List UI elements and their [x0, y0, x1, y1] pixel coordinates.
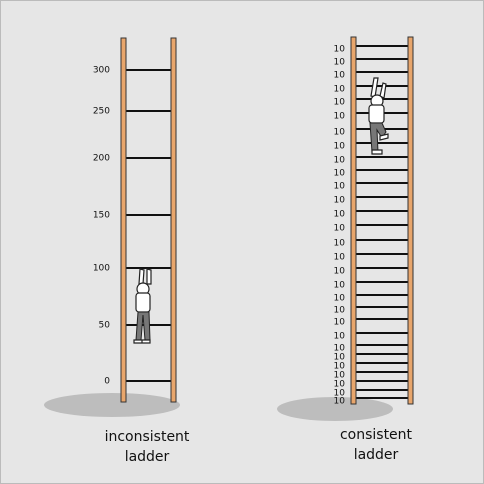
rung-label: 10	[334, 182, 346, 192]
rung-label: 10	[334, 210, 346, 220]
rung-label: 0	[104, 377, 110, 387]
rail	[120, 37, 127, 403]
caption: consistent	[340, 427, 413, 443]
rung-label: 10	[334, 196, 346, 206]
rung-label: 10	[334, 58, 346, 68]
rung-label: 10	[334, 253, 346, 263]
rung-label: 10	[334, 142, 346, 152]
rung-label: 10	[334, 128, 346, 138]
rung-label: 10	[334, 353, 346, 363]
rung-label: 10	[334, 371, 346, 381]
caption: ladder	[125, 449, 170, 465]
rung-label: 100	[93, 264, 110, 274]
rung-label: 300	[93, 66, 110, 76]
rail	[350, 36, 357, 405]
rung-label: 10	[334, 389, 346, 399]
rung-label: 10	[334, 318, 346, 328]
rung-label: 200	[93, 154, 110, 164]
rung-label: 250	[93, 107, 110, 117]
rung-label: 10	[334, 156, 346, 166]
rung-label: 10	[334, 45, 346, 55]
rung-label: 10	[334, 397, 346, 407]
rung-label: 10	[334, 267, 346, 277]
rail	[407, 36, 414, 405]
rung-label: 10	[334, 281, 346, 291]
rung-label: 10	[334, 332, 346, 342]
rung-label: 10	[334, 380, 346, 390]
caption: ladder	[354, 447, 399, 463]
rung-label: 10	[334, 98, 346, 108]
caption: inconsistent	[105, 429, 190, 445]
climbing-person	[368, 77, 389, 155]
rung-label: 10	[334, 239, 346, 249]
rung-label: 10	[334, 344, 346, 354]
rung-label: 10	[334, 71, 346, 81]
rung-label: 10	[334, 85, 346, 95]
hanging-person	[133, 268, 152, 344]
rung-label: 10	[334, 112, 346, 122]
rail	[170, 37, 177, 403]
shadow	[277, 397, 393, 421]
rung-label: 150	[93, 211, 110, 221]
rung-label: 10	[334, 294, 346, 304]
rung-label: 50	[99, 321, 111, 331]
rung-label: 10	[334, 306, 346, 316]
shadow	[44, 393, 180, 417]
rung-label: 10	[334, 224, 346, 234]
rung-label: 10	[334, 362, 346, 372]
rung-label: 10	[334, 169, 346, 179]
